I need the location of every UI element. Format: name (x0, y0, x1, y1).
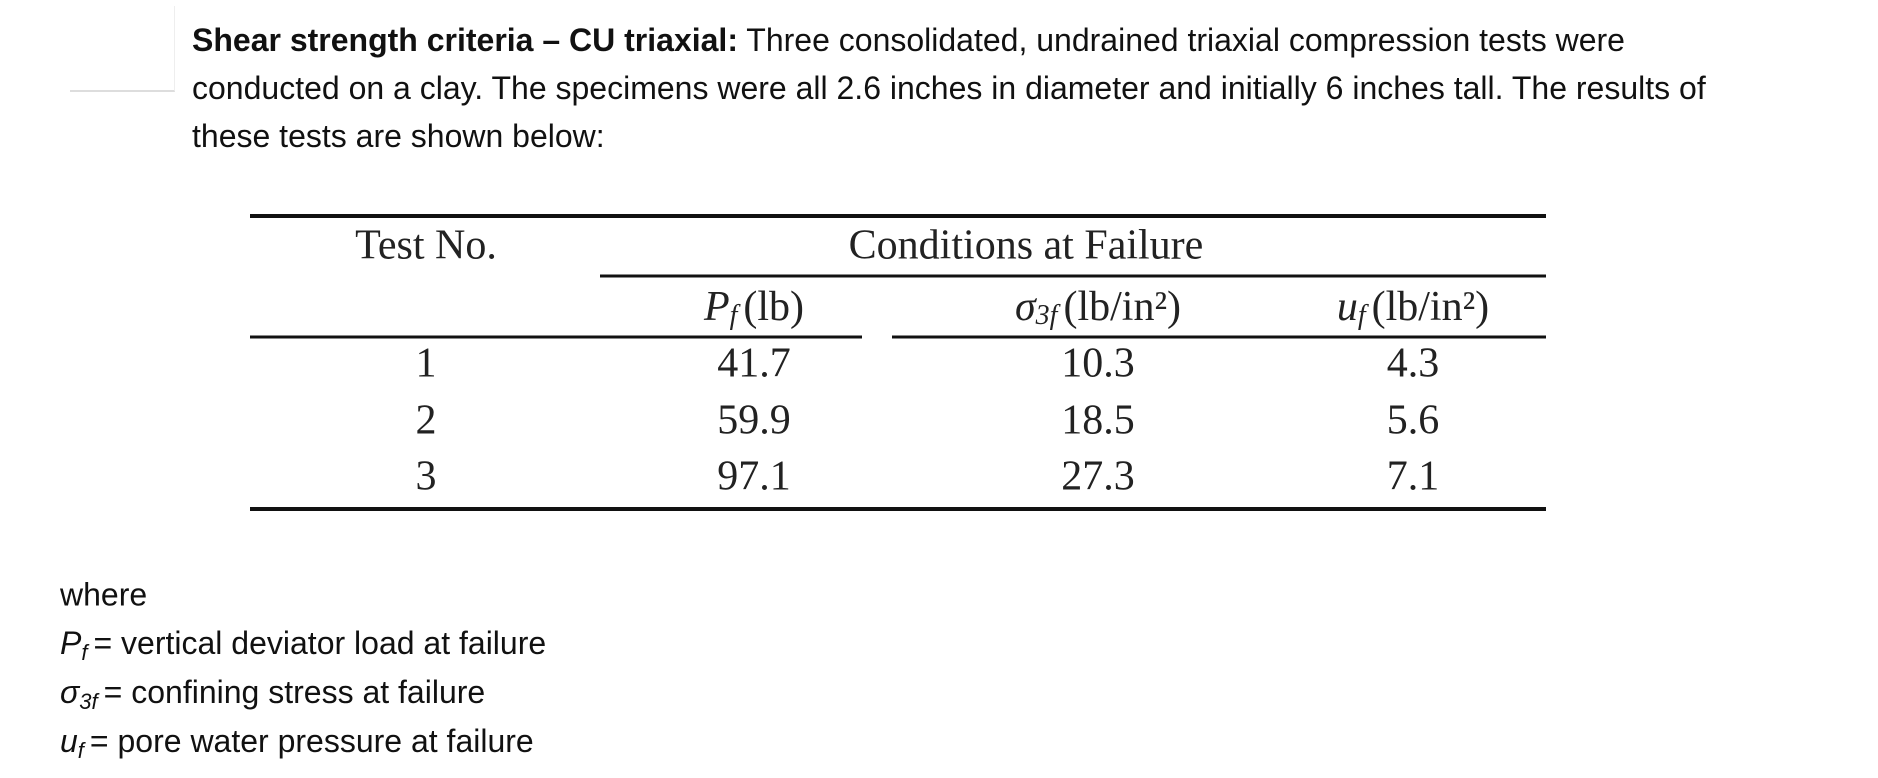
blank-box (70, 6, 175, 92)
subscript: 3f (1035, 300, 1061, 331)
definition: = vertical deviator load at failure (93, 625, 546, 661)
unit: (lb/in²) (1372, 284, 1490, 330)
subscript: f (1358, 300, 1369, 331)
symbol: P (60, 625, 82, 661)
table-cell: 4.3 (1387, 341, 1440, 387)
subscript: 3f (79, 689, 100, 714)
symbol-text: uf = pore water pressure at failure (60, 723, 534, 762)
definition: = confining stress at failure (104, 674, 486, 710)
unit: (lb/in²) (1063, 284, 1181, 330)
symbol: u (60, 723, 78, 759)
legend-where: where (59, 576, 147, 612)
table-cell: 59.9 (717, 398, 791, 444)
symbol: σ (60, 674, 81, 710)
header-test: Test No. (355, 223, 497, 269)
table-cell: 3 (416, 454, 437, 500)
definition: = pore water pressure at failure (90, 723, 534, 759)
table-cell: 10.3 (1061, 341, 1135, 387)
table-cell: 5.6 (1387, 398, 1440, 444)
symbol-text: σ3f = confining stress at failure (60, 674, 485, 713)
table-cell: 1 (416, 341, 437, 387)
intro-heading: Shear strength criteria – CU triaxial: (192, 22, 738, 58)
table-cell: 18.5 (1061, 398, 1135, 444)
table-cell: 27.3 (1061, 454, 1135, 500)
intro-paragraph: Shear strength criteria – CU triaxial: T… (192, 16, 1752, 160)
symbol-text: uf (lb/in²) (1337, 284, 1489, 332)
table-cell: 7.1 (1387, 454, 1440, 500)
table-cell: 97.1 (717, 454, 791, 500)
table-cell: 41.7 (717, 341, 791, 387)
symbol-text: Pf = vertical deviator load at failure (60, 625, 546, 664)
intro-text: Three consolidated, undrained triaxial c… (192, 22, 1706, 154)
unit: (lb) (743, 284, 804, 330)
subscript: f (78, 738, 87, 763)
header-group: Conditions at Failure (849, 223, 1204, 269)
table-cell: 2 (416, 398, 437, 444)
symbol-text: σ3f (lb/in²) (1015, 284, 1181, 332)
symbol-text: Pf (lb) (703, 284, 804, 332)
subscript: f (730, 300, 741, 331)
symbol: u (1337, 284, 1358, 330)
subscript: f (81, 640, 90, 665)
symbol: σ (1015, 284, 1038, 330)
symbol: P (703, 284, 730, 330)
